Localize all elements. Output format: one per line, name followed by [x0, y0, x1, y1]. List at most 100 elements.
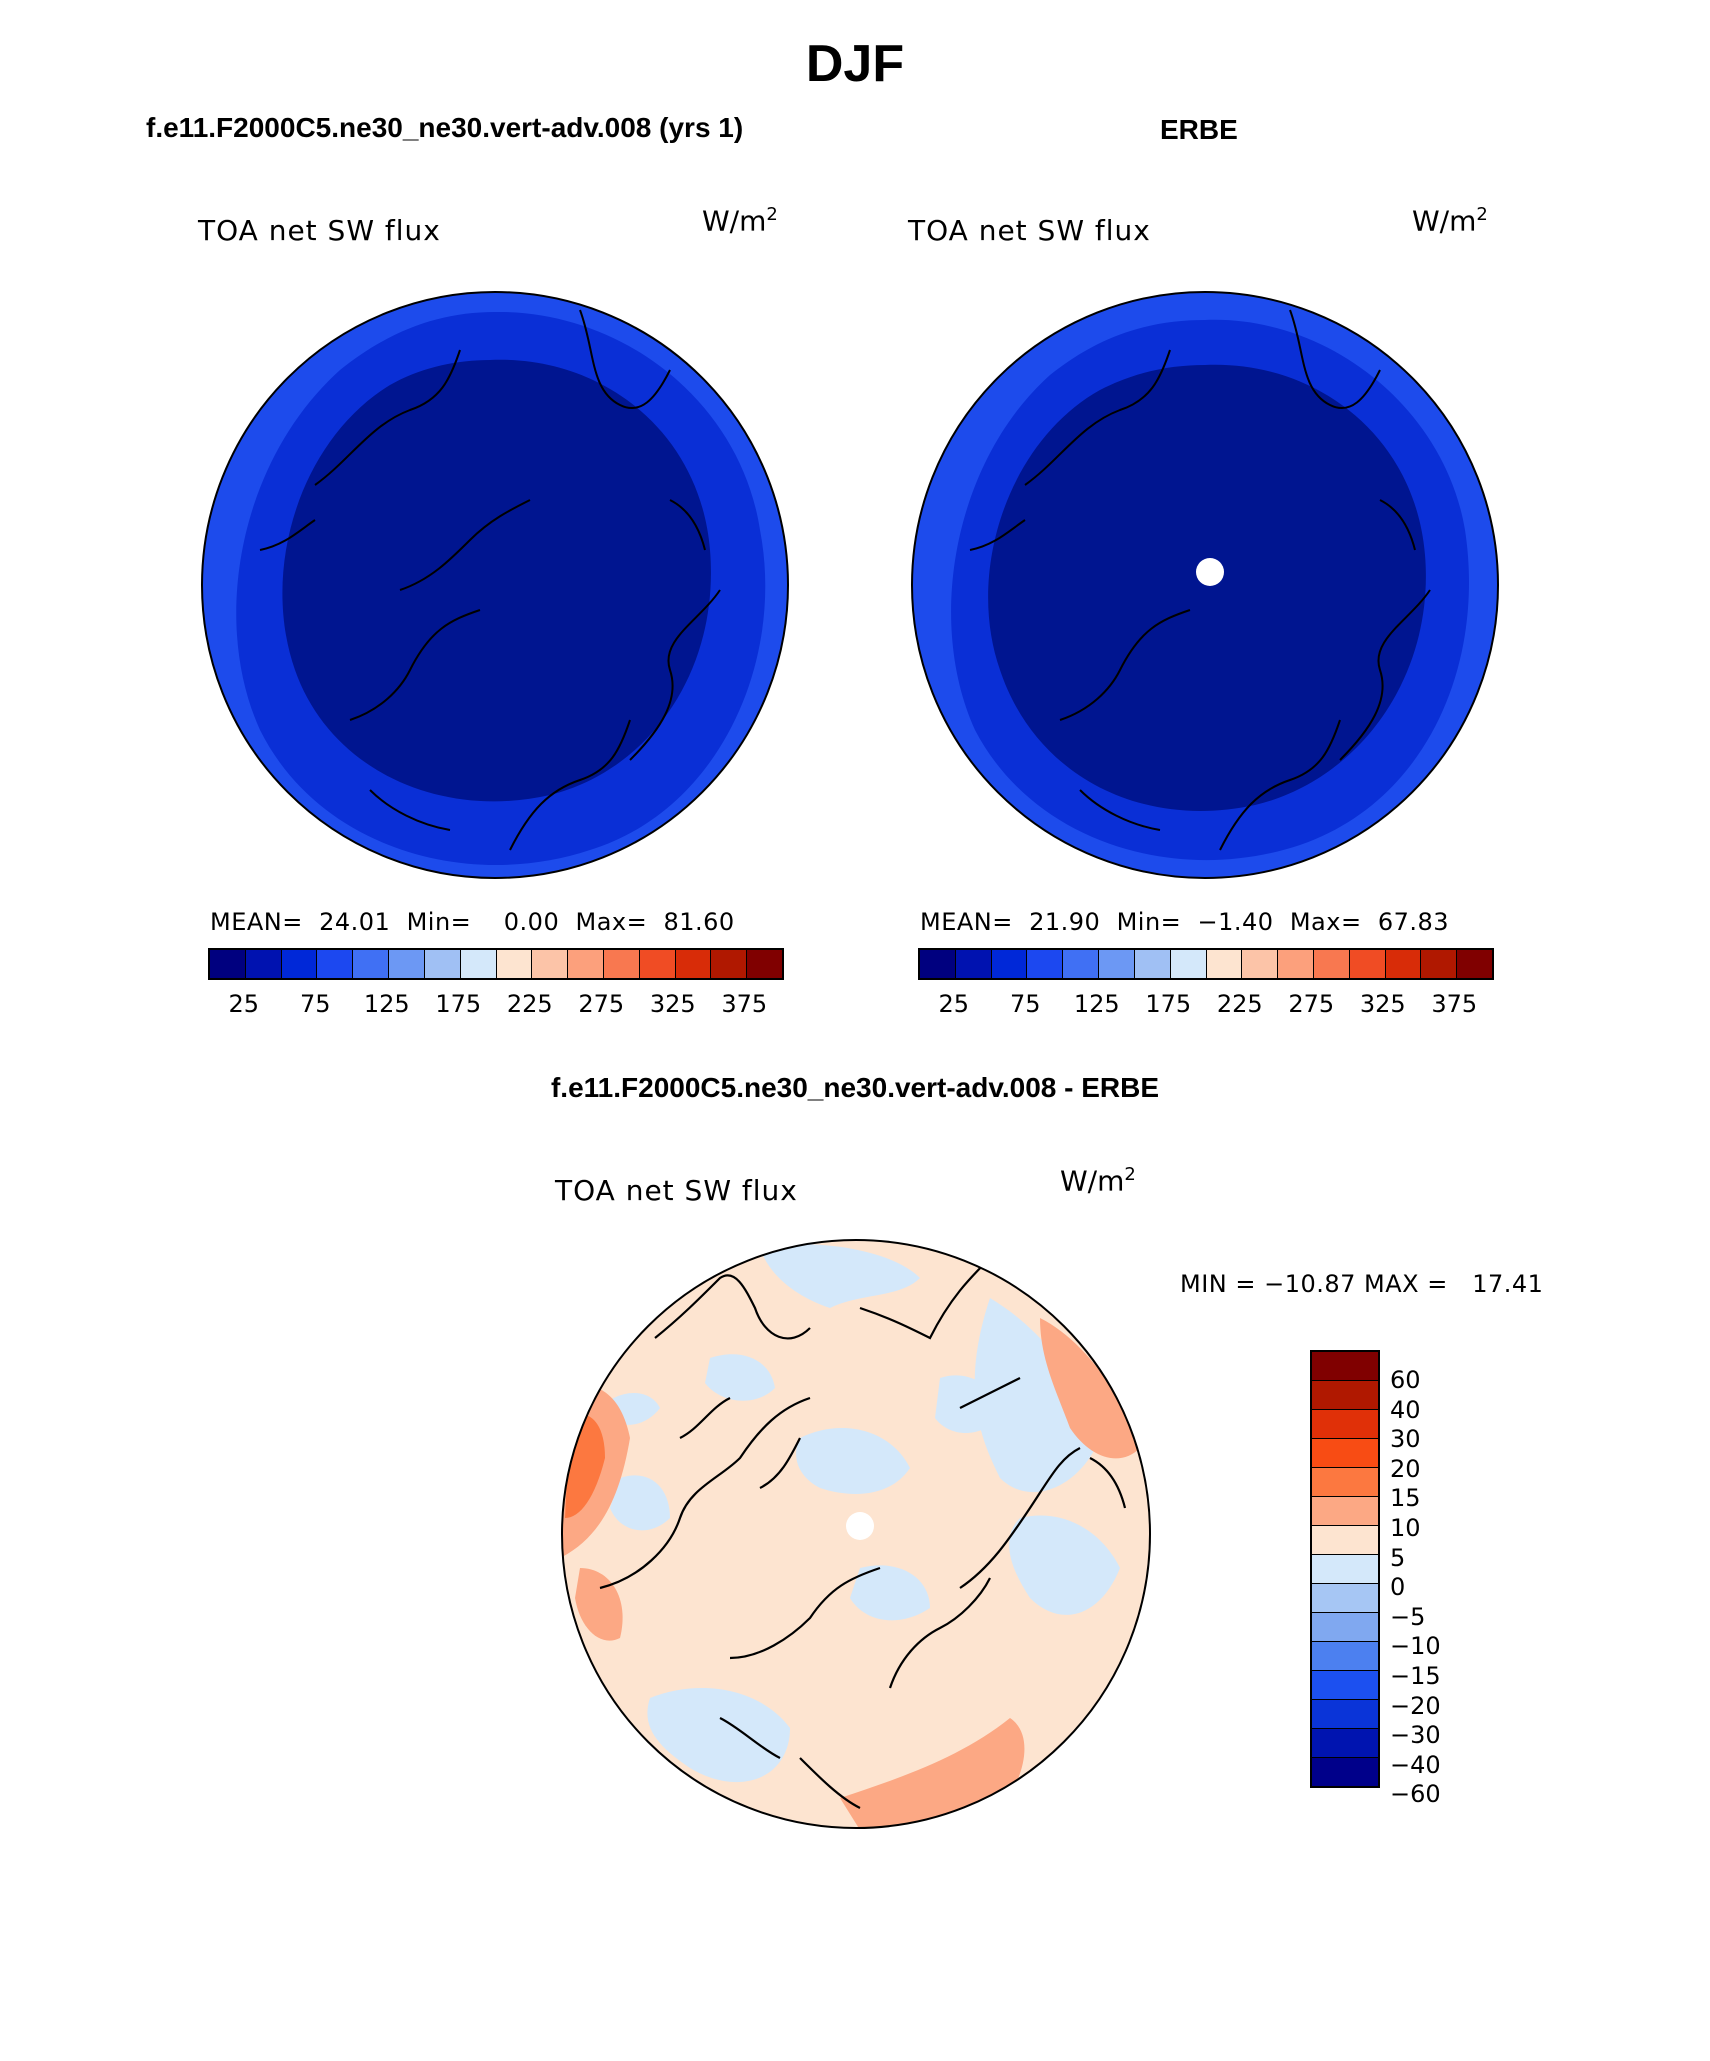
diff-colorbar-cell — [1312, 1642, 1378, 1671]
diff-colorbar-cell — [1312, 1671, 1378, 1700]
panel2-stats: MEAN= 21.90 Min= −1.40 Max= 67.83 — [920, 908, 1450, 936]
colorbar-tick-label: 30 — [1390, 1425, 1421, 1453]
panel2-colorbar-cell — [1457, 950, 1492, 978]
diff-colorbar — [1310, 1350, 1380, 1788]
panel2-unit: W/m2 — [1412, 204, 1488, 238]
colorbar-tick-label: 175 — [435, 990, 482, 1018]
panel1-colorbar-cell — [639, 950, 676, 978]
panel1-colorbar-ticks: 25 75 125 175 225 275 325 375 — [208, 990, 780, 1020]
colorbar-tick-label: 15 — [1390, 1484, 1421, 1512]
colorbar-tick-label: −60 — [1390, 1780, 1441, 1808]
colorbar-tick-label: 60 — [1390, 1366, 1421, 1394]
colorbar-tick-label: 225 — [1216, 990, 1263, 1018]
panel2-colorbar-cell — [1099, 950, 1135, 978]
panel2-colorbar-cell — [1206, 950, 1243, 978]
panel2-colorbar-cell — [1063, 950, 1100, 978]
colorbar-tick-label: −20 — [1390, 1692, 1441, 1720]
panel1-colorbar-cell — [281, 950, 318, 978]
panel1-unit: W/m2 — [702, 204, 778, 238]
panel2-variable-label: TOA net SW flux — [908, 214, 1151, 247]
diff-colorbar-cell — [1312, 1468, 1378, 1497]
colorbar-tick-label: 325 — [649, 990, 696, 1018]
diff-colorbar-cell — [1312, 1729, 1378, 1758]
colorbar-tick-label: 75 — [299, 990, 331, 1018]
colorbar-tick-label: 175 — [1145, 990, 1192, 1018]
panel1-polar-map — [201, 291, 789, 879]
colorbar-tick-label: 20 — [1390, 1455, 1421, 1483]
panel1-inner-band — [282, 359, 711, 802]
colorbar-tick-label: 25 — [938, 990, 970, 1018]
panel2-colorbar-cell — [1421, 950, 1458, 978]
diff-colorbar-cell — [1312, 1584, 1378, 1613]
panel1-coastlines — [259, 309, 721, 851]
panel1-colorbar-cell — [245, 950, 282, 978]
panel2-colorbar-cell — [1170, 950, 1207, 978]
panel1-colorbar-cell — [353, 950, 390, 978]
colorbar-tick-label: −10 — [1390, 1632, 1441, 1660]
colorbar-tick-label: 10 — [1390, 1514, 1421, 1542]
colorbar-tick-label: 225 — [506, 990, 553, 1018]
diff-colorbar-cell — [1312, 1555, 1378, 1584]
panel1-colorbar-cell — [389, 950, 425, 978]
panel2-colorbar-cell — [920, 950, 956, 978]
panel2-colorbar-cell — [1242, 950, 1279, 978]
diff-colorbar-cell — [1312, 1410, 1378, 1439]
colorbar-tick-label: 125 — [1073, 990, 1120, 1018]
diff-colorbar-cell — [1312, 1526, 1378, 1555]
diff-colorbar-cell — [1312, 1381, 1378, 1410]
panel2-case-title: ERBE — [1160, 114, 1238, 145]
colorbar-tick-label: 5 — [1390, 1544, 1406, 1572]
colorbar-tick-label: 275 — [1288, 990, 1335, 1018]
colorbar-tick-label: 375 — [1431, 990, 1478, 1018]
panel1-colorbar-cell — [210, 950, 246, 978]
panel2-colorbar-ticks: 25 75 125 175 225 275 325 375 — [918, 990, 1490, 1020]
diff-unit: W/m2 — [1060, 1164, 1136, 1198]
diff-polar-map — [561, 1239, 1151, 1829]
colorbar-tick-label: 325 — [1359, 990, 1406, 1018]
panel2-pole-missing-marker — [1196, 558, 1224, 586]
panel1-colorbar-cell — [568, 950, 604, 978]
panel1-colorbar — [208, 948, 784, 980]
diff-minmax: MIN = −10.87 MAX = 17.41 — [1180, 1270, 1544, 1298]
colorbar-tick-label: 375 — [721, 990, 768, 1018]
panel2-colorbar-cell — [955, 950, 992, 978]
colorbar-tick-label: −5 — [1390, 1603, 1426, 1631]
diff-colorbar-cell — [1312, 1700, 1378, 1729]
panel1-colorbar-cell — [603, 950, 640, 978]
colorbar-tick-label: 125 — [363, 990, 410, 1018]
panel1-colorbar-cell — [496, 950, 533, 978]
diff-colorbar-ticks: 60 40 30 20 15 10 5 0 −5 −10 −15 −20 −30… — [1390, 1350, 1510, 1808]
diff-colorbar-cell — [1312, 1439, 1378, 1468]
colorbar-tick-label: −40 — [1390, 1751, 1441, 1779]
diff-colorbar-cell — [1312, 1613, 1378, 1642]
diff-colorbar-cell — [1312, 1497, 1378, 1526]
main-title: DJF — [805, 35, 905, 93]
panel1-colorbar-cell — [460, 950, 497, 978]
diff-colorbar-cell — [1312, 1352, 1378, 1381]
colorbar-tick-label: 275 — [578, 990, 625, 1018]
colorbar-tick-label: 25 — [228, 990, 260, 1018]
panel2-colorbar-cell — [1349, 950, 1386, 978]
panel2-polar-map — [911, 291, 1499, 879]
diff-coastlines — [599, 1257, 1127, 1809]
panel2-colorbar-cell — [1027, 950, 1064, 978]
panel2-coastlines — [969, 309, 1431, 851]
panel1-colorbar-cell — [675, 950, 712, 978]
panel2-colorbar-cell — [1385, 950, 1422, 978]
panel1-colorbar-cell — [747, 950, 782, 978]
panel1-colorbar-cell — [711, 950, 748, 978]
diff-pole-missing-marker — [846, 1512, 874, 1540]
panel1-case-title: f.e11.F2000C5.ne30_ne30.vert-adv.008 (yr… — [146, 112, 744, 143]
diff-variable-label: TOA net SW flux — [555, 1174, 798, 1207]
panel2-colorbar — [918, 948, 1494, 980]
panel2-colorbar-cell — [1313, 950, 1350, 978]
colorbar-tick-label: 0 — [1390, 1573, 1406, 1601]
panel1-colorbar-cell — [317, 950, 354, 978]
colorbar-tick-label: −15 — [1390, 1662, 1441, 1690]
panel2-colorbar-cell — [1278, 950, 1314, 978]
panel1-colorbar-cell — [424, 950, 461, 978]
colorbar-tick-label: −30 — [1390, 1721, 1441, 1749]
panel1-variable-label: TOA net SW flux — [198, 214, 441, 247]
diff-colorbar-cell — [1312, 1758, 1378, 1786]
panel1-stats: MEAN= 24.01 Min= 0.00 Max= 81.60 — [210, 908, 735, 936]
